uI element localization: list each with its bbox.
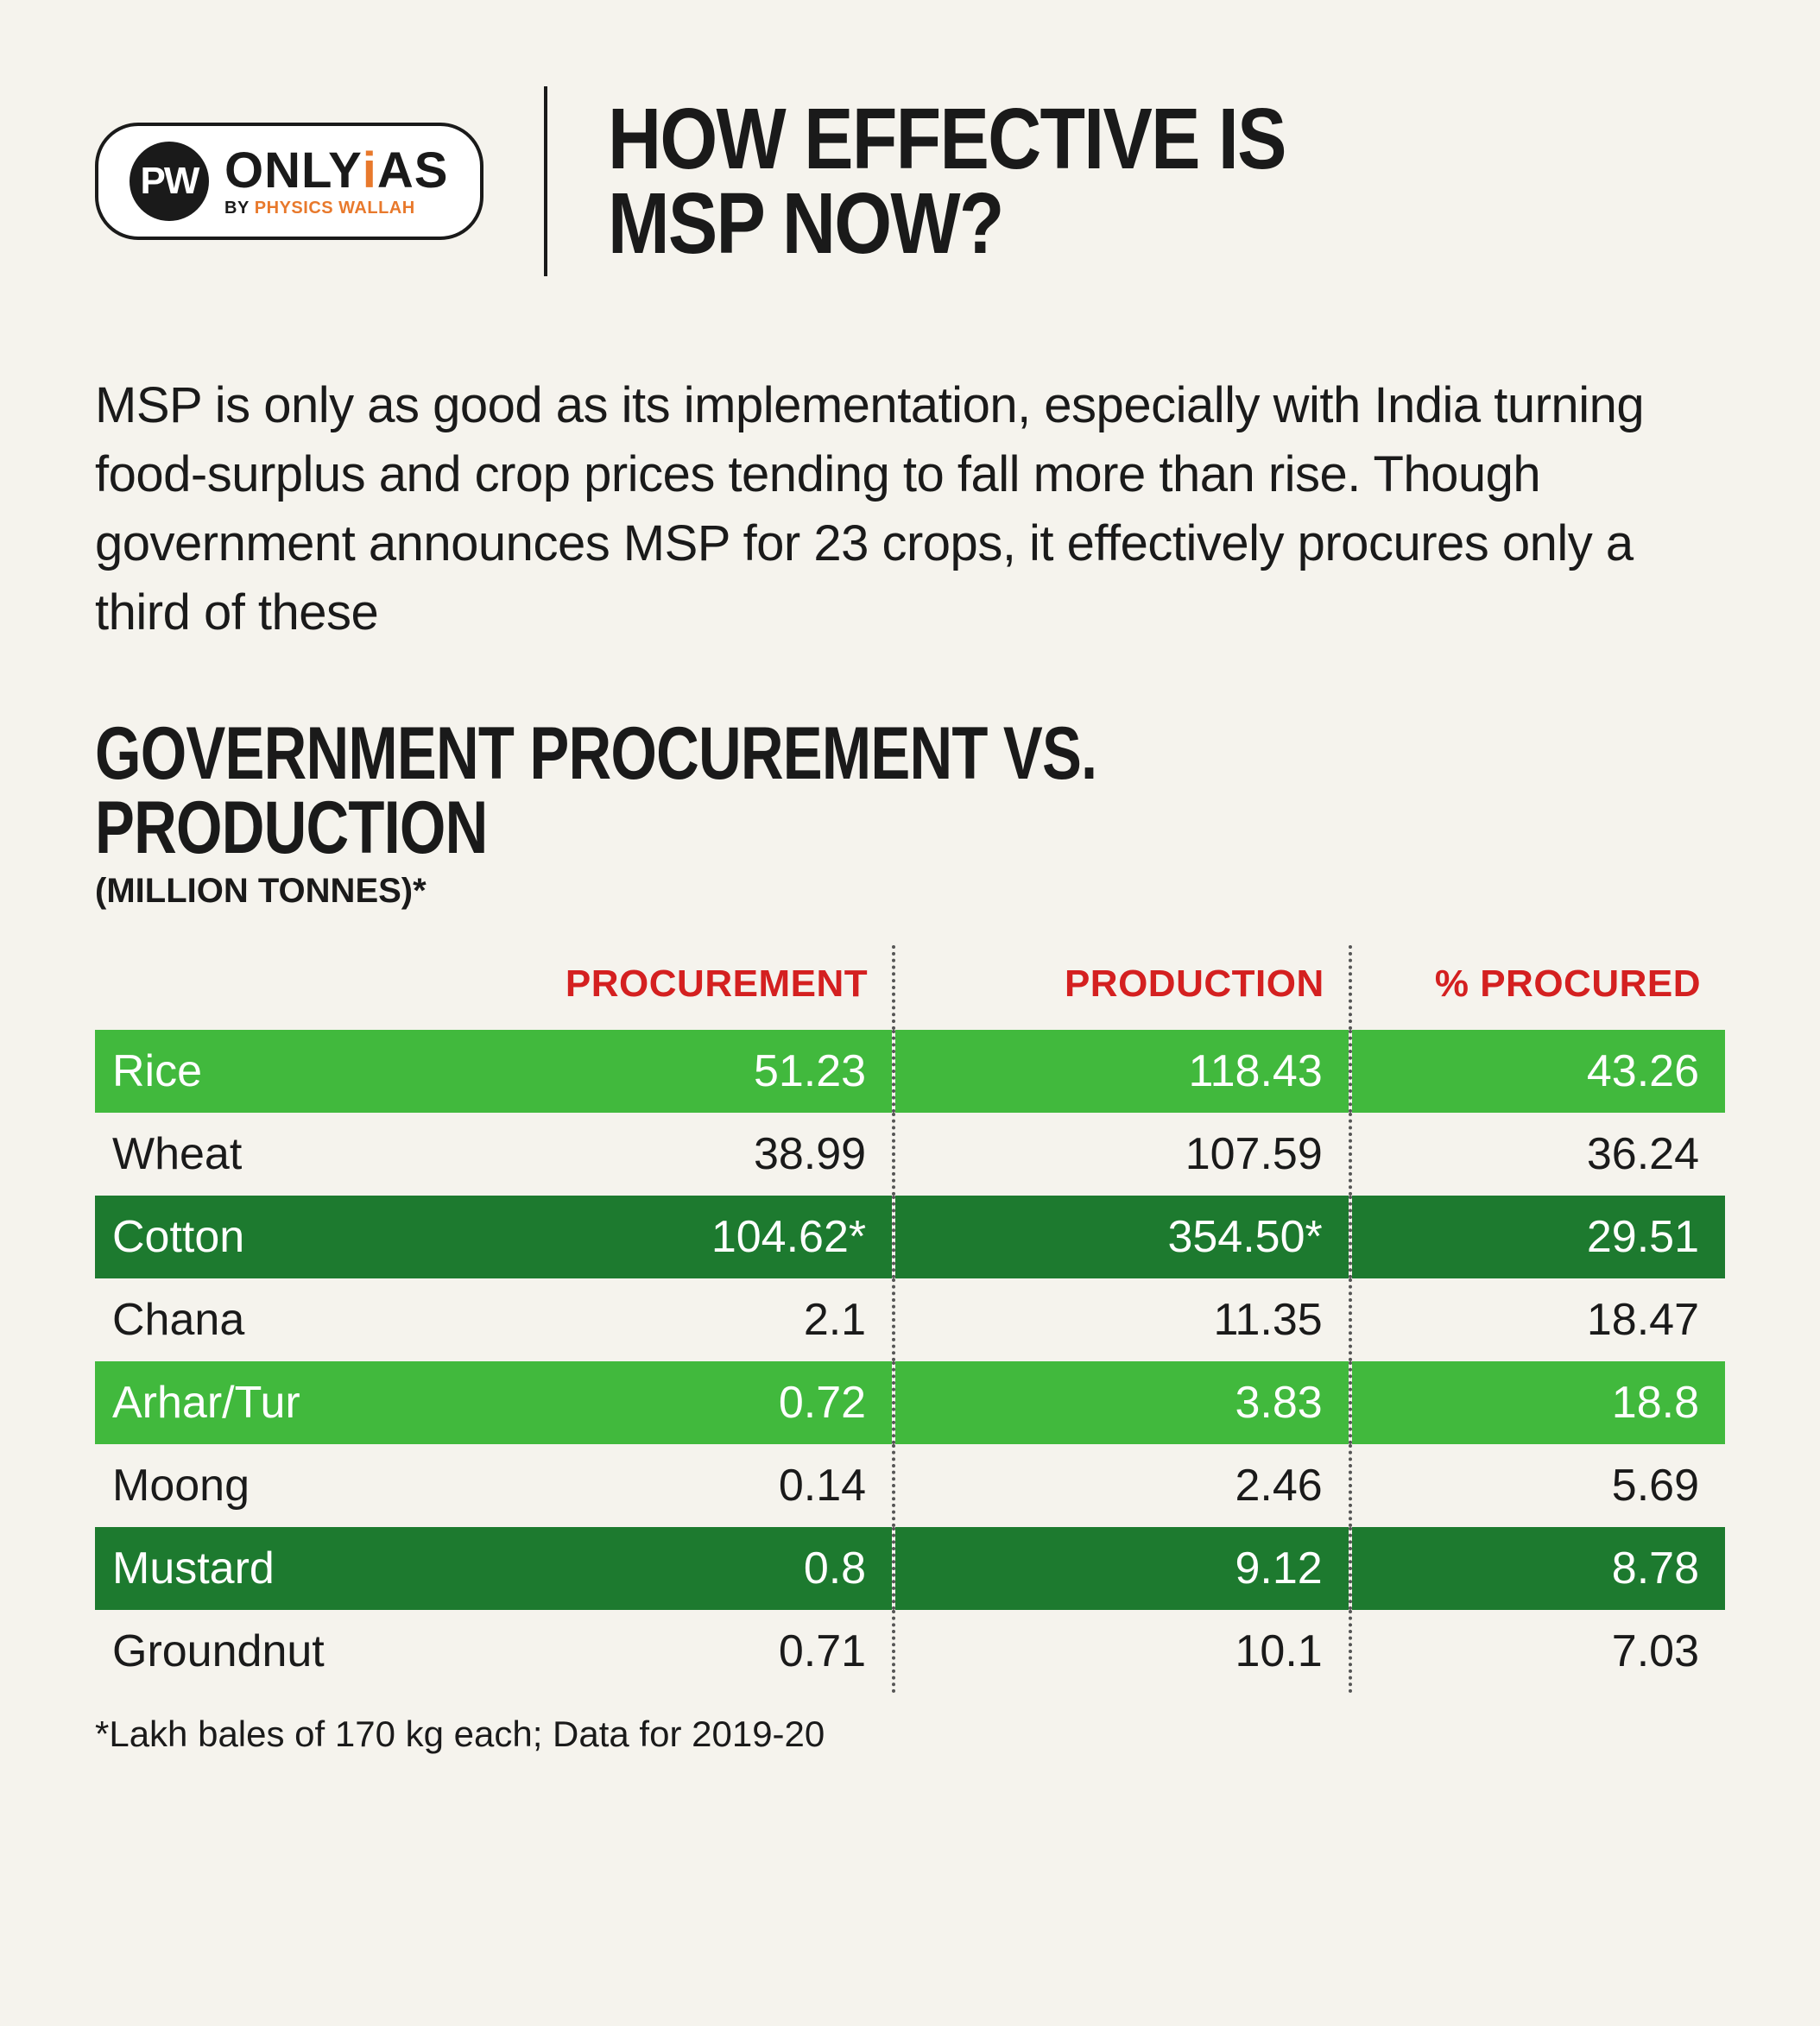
table-row: Moong0.142.465.69 bbox=[95, 1444, 1725, 1527]
crop-name: Groundnut bbox=[95, 1610, 470, 1693]
procurement-value: 2.1 bbox=[470, 1278, 894, 1361]
pct-procured-value: 5.69 bbox=[1350, 1444, 1725, 1527]
logo-brand: PHYSICS WALLAH bbox=[255, 199, 415, 218]
col-header-pct-procured: % PROCURED bbox=[1350, 945, 1725, 1030]
table-footnote: *Lakh bales of 170 kg each; Data for 201… bbox=[95, 1714, 1725, 1755]
logo-text: ONLYiAS BY PHYSICS WALLAH bbox=[224, 146, 449, 217]
pw-circle-icon: PW bbox=[130, 142, 209, 221]
table-row: Wheat38.99107.5936.24 bbox=[95, 1113, 1725, 1196]
pct-procured-value: 36.24 bbox=[1350, 1113, 1725, 1196]
crop-name: Arhar/Tur bbox=[95, 1361, 470, 1444]
crop-name: Chana bbox=[95, 1278, 470, 1361]
section-unit: (MILLION TONNES)* bbox=[95, 872, 1725, 911]
table-row: Chana2.111.3518.47 bbox=[95, 1278, 1725, 1361]
crop-name: Cotton bbox=[95, 1196, 470, 1278]
production-value: 2.46 bbox=[894, 1444, 1350, 1527]
logo-subtitle: BY PHYSICS WALLAH bbox=[224, 199, 449, 217]
page-headline: HOW EFFECTIVE IS MSP NOW? bbox=[608, 97, 1286, 266]
procurement-value: 51.23 bbox=[470, 1030, 894, 1113]
table-row: Cotton104.62*354.50*29.51 bbox=[95, 1196, 1725, 1278]
col-header-production: PRODUCTION bbox=[894, 945, 1350, 1030]
procurement-value: 0.71 bbox=[470, 1610, 894, 1693]
crop-name: Wheat bbox=[95, 1113, 470, 1196]
table-row: Mustard0.89.128.78 bbox=[95, 1527, 1725, 1610]
crop-name: Moong bbox=[95, 1444, 470, 1527]
table-row: Groundnut0.7110.17.03 bbox=[95, 1610, 1725, 1693]
logo-dot-icon: i bbox=[363, 146, 377, 196]
table-body: Rice51.23118.4343.26Wheat38.99107.5936.2… bbox=[95, 1030, 1725, 1693]
pct-procured-value: 8.78 bbox=[1350, 1527, 1725, 1610]
production-value: 118.43 bbox=[894, 1030, 1350, 1113]
production-value: 10.1 bbox=[894, 1610, 1350, 1693]
logo-pre: ONLY bbox=[224, 146, 363, 196]
col-header-procurement: PROCUREMENT bbox=[470, 945, 894, 1030]
procurement-value: 0.14 bbox=[470, 1444, 894, 1527]
table-header-row: PROCUREMENT PRODUCTION % PROCURED bbox=[95, 945, 1725, 1030]
production-value: 107.59 bbox=[894, 1113, 1350, 1196]
pct-procured-value: 18.8 bbox=[1350, 1361, 1725, 1444]
table-row: Rice51.23118.4343.26 bbox=[95, 1030, 1725, 1113]
table-row: Arhar/Tur0.723.8318.8 bbox=[95, 1361, 1725, 1444]
headline-line1: HOW EFFECTIVE IS bbox=[608, 97, 1286, 181]
production-value: 354.50* bbox=[894, 1196, 1350, 1278]
logo-post: AS bbox=[377, 146, 449, 196]
header: PW ONLYiAS BY PHYSICS WALLAH HOW EFFECTIV… bbox=[95, 86, 1725, 276]
production-value: 9.12 bbox=[894, 1527, 1350, 1610]
pct-procured-value: 7.03 bbox=[1350, 1610, 1725, 1693]
procurement-value: 0.72 bbox=[470, 1361, 894, 1444]
procurement-value: 104.62* bbox=[470, 1196, 894, 1278]
crop-name: Mustard bbox=[95, 1527, 470, 1610]
production-value: 11.35 bbox=[894, 1278, 1350, 1361]
intro-paragraph: MSP is only as good as its implementatio… bbox=[95, 371, 1725, 647]
vertical-divider bbox=[544, 86, 547, 276]
production-value: 3.83 bbox=[894, 1361, 1350, 1444]
logo-primary: ONLYiAS bbox=[224, 146, 449, 196]
section-title: GOVERNMENT PROCUREMENT VS. PRODUCTION bbox=[95, 716, 1399, 865]
procurement-value: 0.8 bbox=[470, 1527, 894, 1610]
crop-name: Rice bbox=[95, 1030, 470, 1113]
headline-line2: MSP NOW? bbox=[608, 181, 1286, 266]
procurement-table: PROCUREMENT PRODUCTION % PROCURED Rice51… bbox=[95, 945, 1725, 1693]
col-header-crop bbox=[95, 945, 470, 1030]
pct-procured-value: 29.51 bbox=[1350, 1196, 1725, 1278]
pct-procured-value: 18.47 bbox=[1350, 1278, 1725, 1361]
procurement-value: 38.99 bbox=[470, 1113, 894, 1196]
logo-by: BY bbox=[224, 199, 250, 218]
pct-procured-value: 43.26 bbox=[1350, 1030, 1725, 1113]
brand-logo: PW ONLYiAS BY PHYSICS WALLAH bbox=[95, 123, 483, 240]
